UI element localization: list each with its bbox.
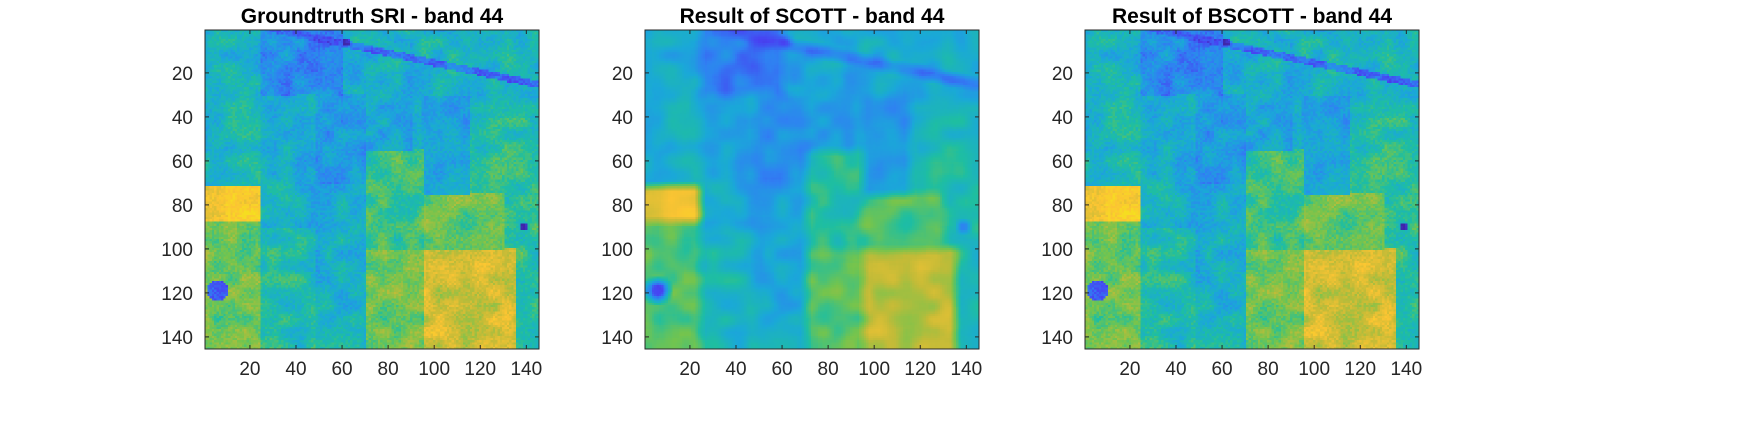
y-tick-label: 80 (1052, 196, 1073, 217)
y-tick-label: 100 (1041, 240, 1073, 261)
chart-title: Groundtruth SRI - band 44 (241, 5, 504, 28)
x-tick-label: 100 (858, 359, 890, 380)
chart-title: Result of BSCOTT - band 44 (1112, 5, 1392, 28)
panel-bscott: 20 40 60 80 100 120 140 20 40 60 80 100 120 140 Result… (1041, 0, 1604, 436)
x-tick-label: 40 (285, 359, 306, 380)
x-tick-label: 60 (331, 359, 352, 380)
heatmap-scott: 20 40 60 80 100 120 140 20 40 60 80 100 120 140 Result… (601, 5, 982, 380)
y-tick-label: 140 (161, 328, 193, 349)
y-tick-label: 40 (612, 108, 633, 129)
y-tick-label: 20 (612, 64, 633, 85)
y-tick-label: 40 (172, 108, 193, 129)
y-tick-label: 80 (172, 196, 193, 217)
x-tick-label: 120 (1344, 359, 1376, 380)
x-tick-label: 140 (510, 359, 542, 380)
x-tick-label: 140 (950, 359, 982, 380)
y-tick-label: 120 (161, 284, 193, 305)
x-tick-label: 100 (418, 359, 450, 380)
y-tick-label: 20 (172, 64, 193, 85)
heatmap-groundtruth: 20 40 60 80 100 120 140 20 40 60 80 100 120 140 Ground… (161, 5, 542, 380)
y-tick-label: 120 (1041, 284, 1073, 305)
chart-title: Result of SCOTT - band 44 (680, 5, 945, 28)
y-tick-label: 60 (1052, 152, 1073, 173)
x-tick-label: 120 (904, 359, 936, 380)
x-tick-label: 120 (464, 359, 496, 380)
x-tick-label: 20 (1119, 359, 1140, 380)
y-tick-label: 60 (612, 152, 633, 173)
heatmap-image (1085, 30, 1419, 349)
panel-scott: 20 40 60 80 100 120 140 20 40 60 80 100 120 140 Result… (601, 0, 1164, 436)
heatmap-image (205, 30, 539, 349)
x-tick-label: 80 (1258, 359, 1279, 380)
axes-box (644, 29, 980, 350)
y-tick-label: 140 (601, 328, 633, 349)
y-tick-label: 40 (1052, 108, 1073, 129)
x-tick-label: 60 (1211, 359, 1232, 380)
x-tick-label: 60 (771, 359, 792, 380)
x-tick-label: 80 (818, 359, 839, 380)
x-tick-label: 140 (1390, 359, 1422, 380)
x-tick-label: 100 (1298, 359, 1330, 380)
y-tick-label: 80 (612, 196, 633, 217)
heatmap-image (645, 30, 979, 349)
y-tick-label: 120 (601, 284, 633, 305)
x-tick-label: 80 (378, 359, 399, 380)
heatmap-bscott: 20 40 60 80 100 120 140 20 40 60 80 100 120 140 Result… (1041, 5, 1422, 380)
panel-groundtruth: 20 40 60 80 100 120 140 20 40 60 80 100 120 140 Ground… (161, 0, 724, 436)
x-tick-label: 20 (679, 359, 700, 380)
y-tick-label: 60 (172, 152, 193, 173)
x-tick-label: 40 (725, 359, 746, 380)
axes-box (1084, 29, 1420, 350)
y-tick-label: 100 (601, 240, 633, 261)
y-tick-label: 20 (1052, 64, 1073, 85)
axes-box (204, 29, 540, 350)
y-tick-label: 100 (161, 240, 193, 261)
y-tick-label: 140 (1041, 328, 1073, 349)
x-tick-label: 20 (239, 359, 260, 380)
x-tick-label: 40 (1165, 359, 1186, 380)
